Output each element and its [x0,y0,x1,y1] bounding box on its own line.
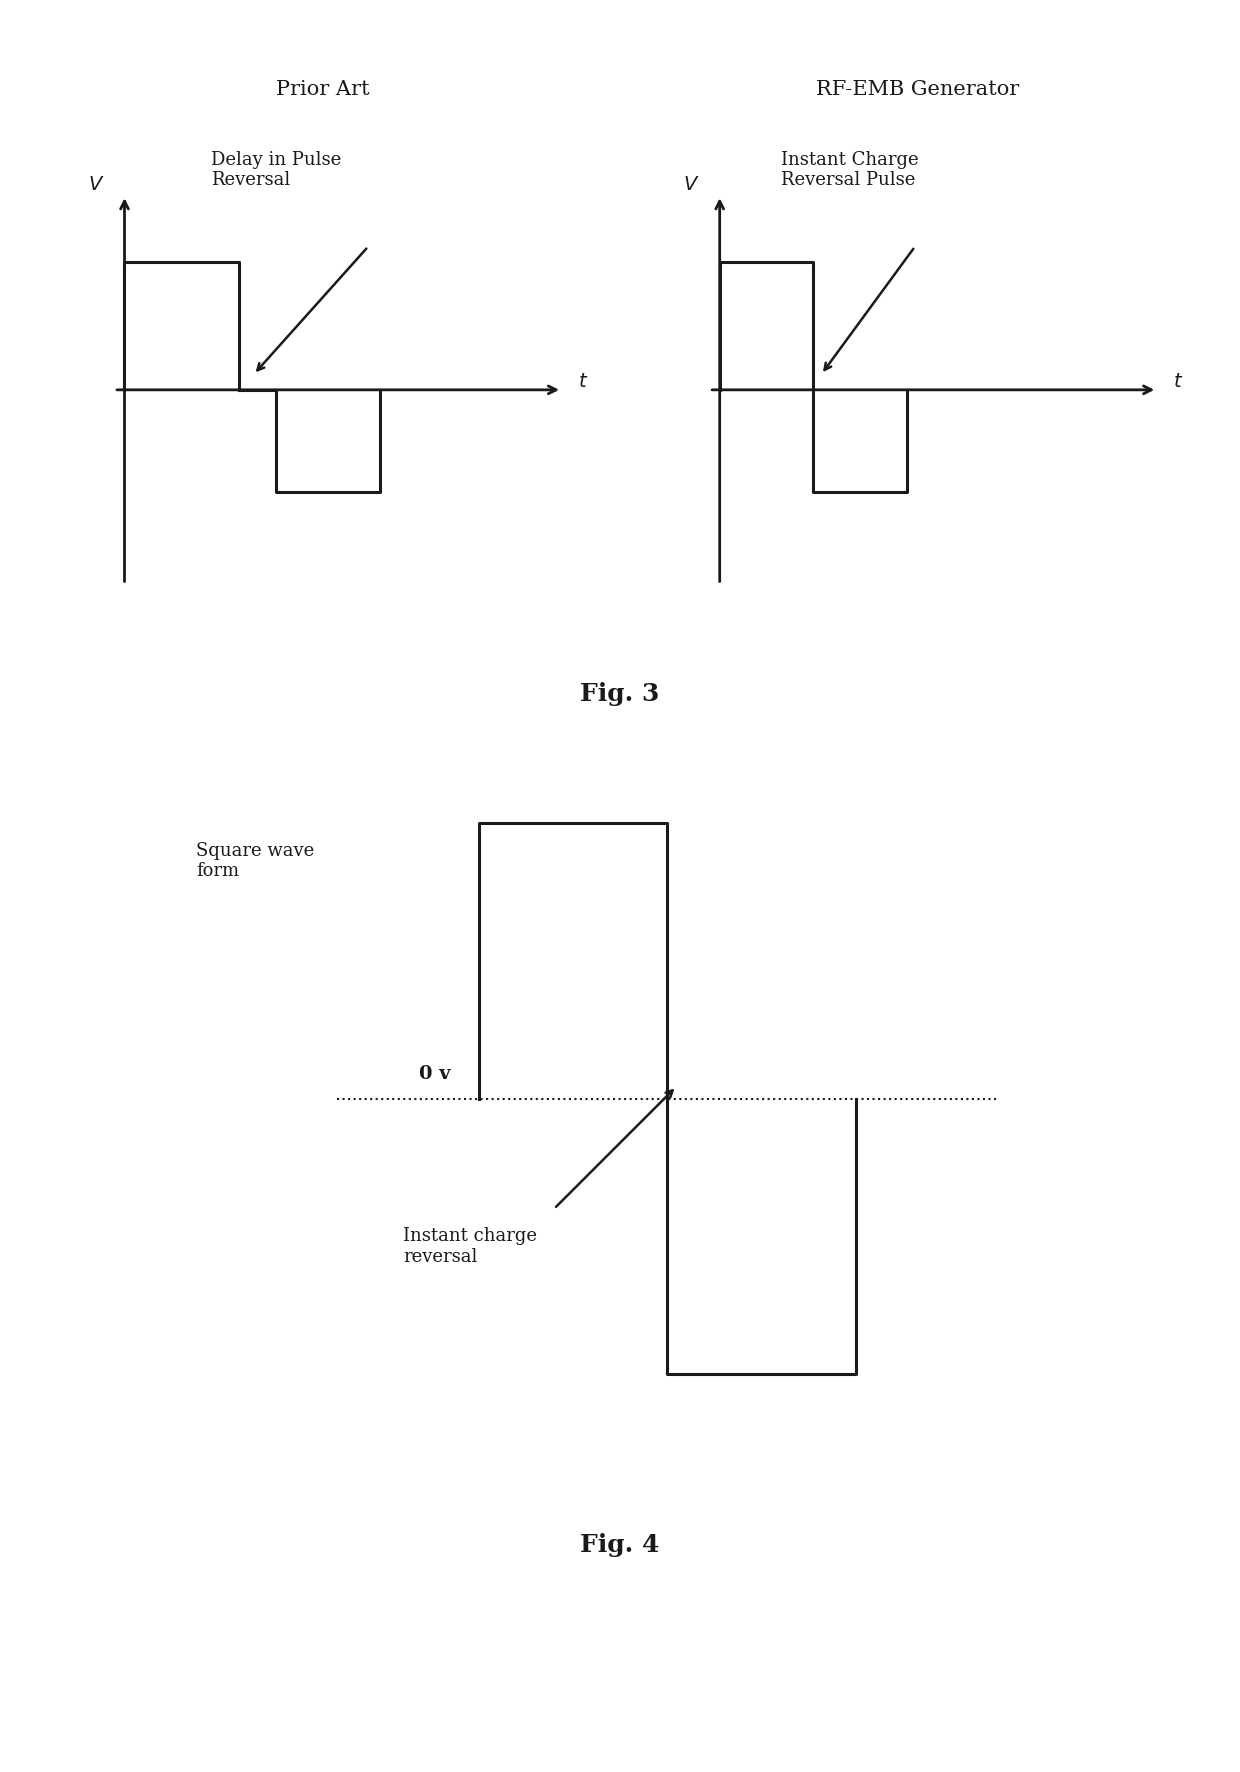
Text: Fig. 3: Fig. 3 [580,682,660,707]
Text: RF-EMB Generator: RF-EMB Generator [816,80,1019,99]
Text: Prior Art: Prior Art [275,80,370,99]
Text: $t$: $t$ [1173,374,1183,392]
Text: 0 v: 0 v [419,1065,450,1083]
Text: Instant charge
reversal: Instant charge reversal [403,1228,537,1265]
Text: $t$: $t$ [578,374,588,392]
Text: $V$: $V$ [88,175,104,195]
Text: Instant Charge
Reversal Pulse: Instant Charge Reversal Pulse [781,151,919,190]
Text: Delay in Pulse
Reversal: Delay in Pulse Reversal [211,151,341,190]
Text: $V$: $V$ [683,175,699,195]
Text: Fig. 4: Fig. 4 [580,1533,660,1558]
Text: Square wave
form: Square wave form [196,842,314,881]
